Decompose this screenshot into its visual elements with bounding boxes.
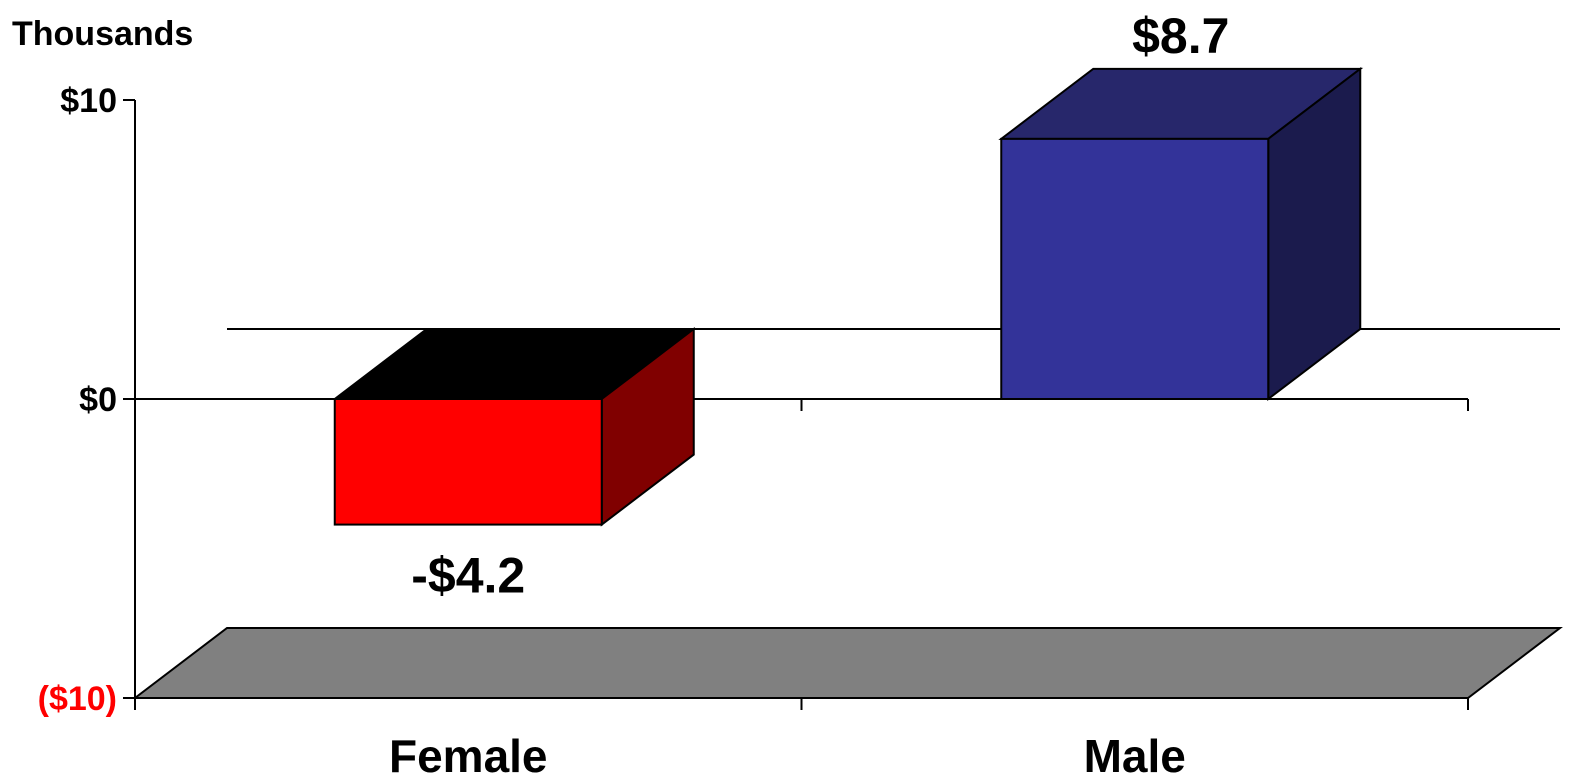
- category-label-female: Female: [389, 730, 548, 781]
- value-labels: -$4.2 $8.7: [411, 8, 1229, 604]
- y-tick-labels: $10 $0 ($10): [38, 82, 117, 718]
- category-labels: Female Male: [389, 730, 1186, 781]
- x-ticks: [134, 399, 1469, 710]
- y-tick-label: ($10): [38, 680, 117, 718]
- y-ticks: [123, 99, 135, 699]
- bar-front-face: [333, 398, 603, 526]
- bars: [331, 66, 1364, 527]
- bar-male: [998, 66, 1364, 402]
- value-label-male: $8.7: [1132, 8, 1229, 64]
- value-label-female: -$4.2: [411, 548, 525, 604]
- chart-floor: [132, 627, 1563, 699]
- unit-label: Thousands: [12, 15, 193, 53]
- y-tick-label: $10: [60, 82, 117, 120]
- bar-female: [331, 326, 697, 527]
- bar-front-face: [1000, 137, 1270, 400]
- category-label-male: Male: [1084, 730, 1186, 781]
- y-tick-label: $0: [79, 381, 117, 419]
